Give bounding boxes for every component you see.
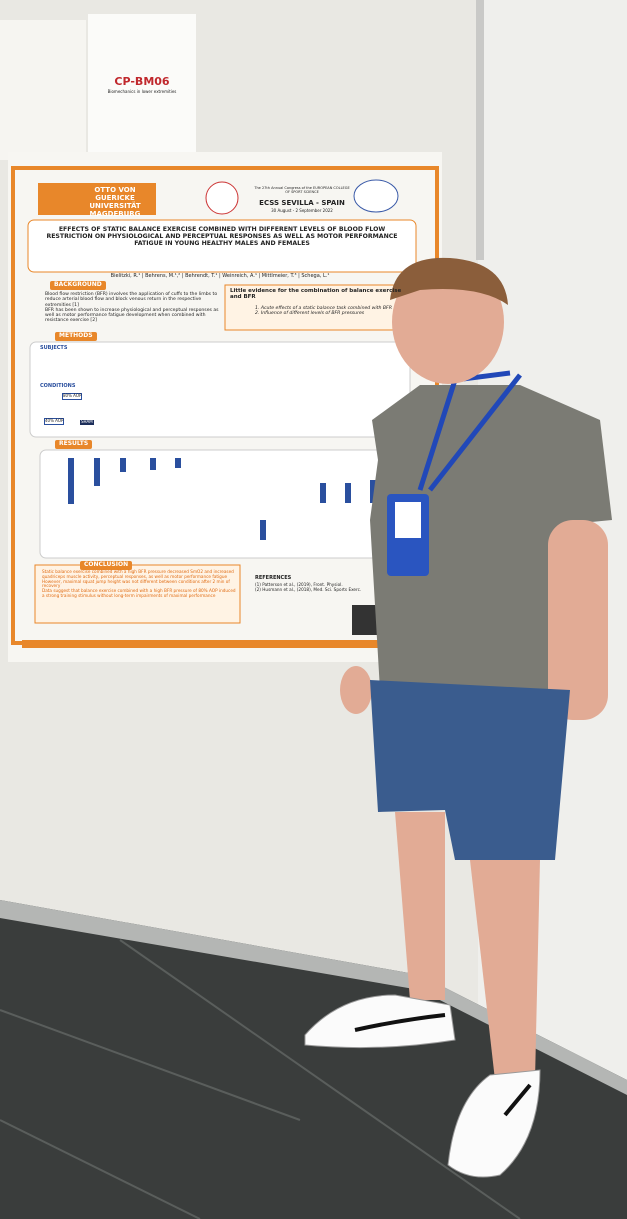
conclusion-box [34,564,241,624]
floor-veins [0,939,521,1219]
section-heading: METHODS [55,332,97,341]
panel-frame [476,0,484,260]
aims-box [224,284,418,331]
conditions-label: CONDITIONS [40,383,76,389]
bullet: However, maximal squat jump height was n… [42,578,230,589]
left-leg [395,812,445,1000]
references-heading: REFERENCES [255,575,292,581]
condition-label: SHAM [80,419,94,425]
bullet: Blood flow restriction (BFR) involves th… [45,292,218,308]
dates: 30 August - 2 September 2022 [271,208,333,213]
bar-shape [94,458,100,486]
results-bars [68,458,376,540]
bar-shape [120,458,126,472]
shoe-swoosh [354,1013,532,1117]
subjects-label: SUBJECTS [40,345,68,351]
bar-shape [260,520,266,540]
ecss-logo [205,181,239,215]
sign-subtitle: Biomechanics in lower extremities [107,89,177,94]
methods-box [29,341,411,438]
section-heading: BACKGROUND [50,281,106,290]
bar-shape [150,458,156,470]
right-shoe [447,1069,541,1178]
bar-shape [345,483,351,503]
poster-title: EFFECTS OF STATIC BALANCE EXERCISE COMBI… [46,226,398,248]
bar-shape [175,458,181,468]
section-heading: CONCLUSION [80,561,133,570]
badge-card [395,502,421,538]
bar-shape [320,483,326,503]
right-leg [470,860,540,1080]
references-list: (1) Patterson et al., (2019), Front. Phy… [255,582,405,593]
condition-label: 80% AOP [62,393,83,400]
congress-name: The 27th Annual Congress of the EUROPEAN… [254,186,350,195]
conclusion-text: Static balance exercise combined with a … [42,569,237,599]
background-text: Blood flow restriction (BFR) involves th… [45,292,220,324]
bar-shape [68,458,74,504]
shorts [370,680,570,860]
sevilla-logo [353,179,399,213]
paper-sheet [0,20,86,160]
sign-code: CP-BM06 [114,75,170,88]
left-hand [340,666,372,714]
left-shoe [304,994,456,1049]
bullet: BFR has been shown to increase physiolog… [45,307,219,324]
sign-sheet [88,14,196,156]
footer-bar [22,640,430,648]
reference: (1) Patterson et al., (2019), Front. Phy… [255,582,343,587]
aim: 1. Acute effects of a static balance tas… [255,306,392,311]
aim: 2. Influence of different levels of BFR … [255,311,365,317]
bullet: Data suggest that balance exercise combi… [42,588,236,599]
hair [390,257,508,305]
bullet: Static balance exercise combined with a … [42,569,234,579]
bar-shape [370,480,376,503]
venue: ECSS SEVILLA - SPAIN [259,199,345,207]
reference: (2) Husmann et al., (2018), Med. Sci. Sp… [255,586,362,592]
right-arm [548,520,608,720]
aims-list: 1. Acute effects of a static balance tas… [255,306,410,317]
university-name: OTTO VON GUERICKE UNIVERSITÄT MAGDEBURG [89,186,141,219]
title-box [27,219,417,273]
skirting [0,900,627,1095]
section-heading: RESULTS [55,440,93,449]
university-logo [38,183,156,215]
condition-label: 40% AOP [44,418,65,425]
authors: Bielitzki, R.¹ | Behrens, M.¹,² | Behren… [110,273,330,279]
aims-heading: Little evidence for the combination of b… [230,288,402,301]
